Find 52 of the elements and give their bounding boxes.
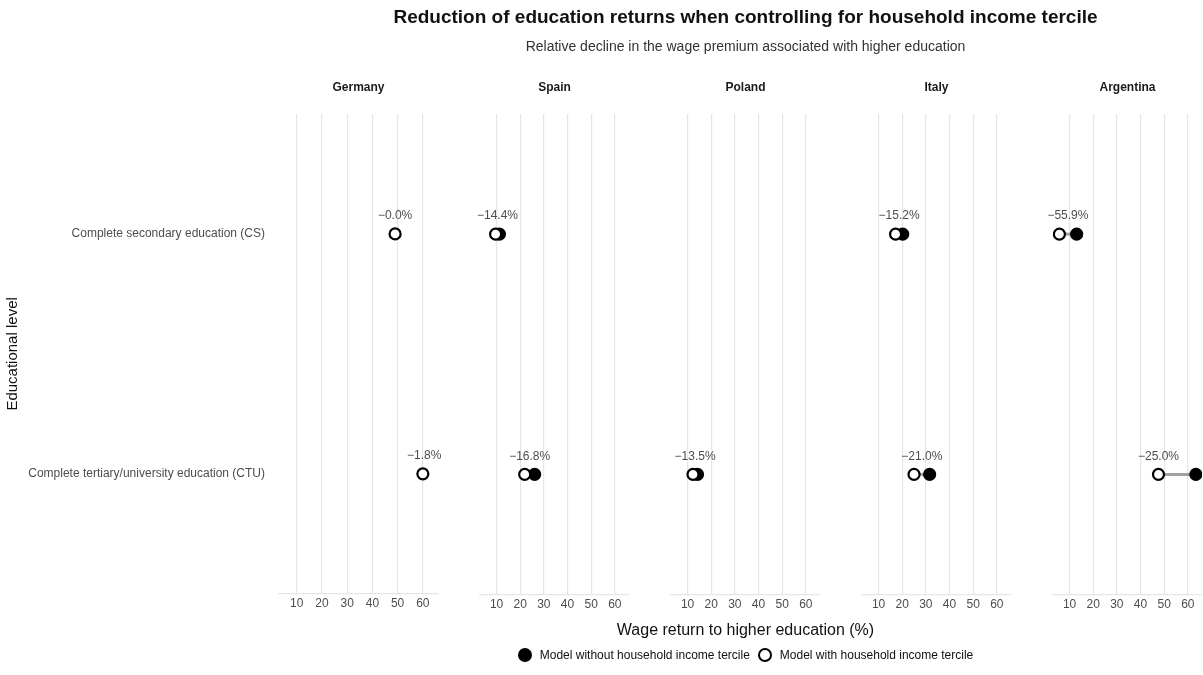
x-tick-label: 40: [942, 597, 957, 612]
annotation: −16.8%: [509, 448, 551, 463]
x-tick-label: 10: [680, 597, 695, 612]
x-tick-label: 10: [289, 596, 304, 611]
annotation: −15.2%: [878, 208, 920, 223]
text: Reduction of education returns when controlling for household income tercile: [392, 5, 1099, 29]
annotation: −0.0%: [377, 208, 413, 223]
x-tick-label: 40: [560, 597, 575, 612]
x-tick-label: 20: [704, 597, 719, 612]
x-tick-label: 10: [489, 597, 504, 612]
x-tick-label: 40: [365, 596, 380, 611]
x-tick-label: 40: [1133, 597, 1148, 612]
y-axis-title: Educational level: [3, 297, 21, 411]
text: Relative decline in the wage premium associated with higher education: [524, 37, 967, 56]
x-axis-title: Wage return to higher education (%): [615, 621, 876, 639]
chart-title: Argentina: [1099, 80, 1156, 95]
x-tick-label: 50: [390, 596, 405, 611]
chart-title: Germany: [332, 80, 385, 95]
x-tick-label: 20: [1086, 597, 1101, 612]
x-tick-label: 50: [775, 597, 790, 612]
annotation: −14.4%: [476, 208, 519, 223]
x-tick-label: 10: [871, 597, 886, 612]
annotation: −1.8%: [406, 448, 442, 463]
x-tick-label: 40: [751, 597, 766, 612]
x-tick-label: 30: [537, 597, 551, 612]
annotation: −25.0%: [1137, 448, 1180, 463]
annotation: −21.0%: [901, 448, 943, 463]
x-tick-label: 20: [895, 597, 910, 612]
x-tick-label: 20: [513, 597, 528, 612]
x-tick-label: 60: [608, 597, 622, 612]
x-tick-label: 30: [1110, 597, 1124, 612]
chart-title: Spain: [538, 80, 571, 95]
y-tick-label: Complete tertiary/university education (CTU): [28, 466, 265, 481]
annotation: −55.9%: [1047, 208, 1089, 223]
x-tick-label: 60: [799, 597, 813, 612]
legend-label: Model with household income tercile: [779, 648, 974, 662]
chart-title: Poland: [725, 80, 766, 95]
chart-title: Italy: [924, 80, 949, 95]
annotation: −13.5%: [674, 448, 716, 463]
y-tick-label: Complete secondary education (CS): [71, 226, 265, 241]
x-tick-label: 50: [966, 597, 981, 612]
x-tick-label: 50: [584, 597, 599, 612]
x-tick-label: 30: [728, 597, 742, 612]
x-tick-label: 10: [1062, 597, 1077, 612]
x-tick-label: 60: [1181, 597, 1195, 612]
x-tick-label: 30: [340, 596, 355, 611]
legend-label: Model without household income tercile: [539, 648, 750, 662]
x-tick-label: 30: [919, 597, 933, 612]
x-tick-label: 60: [416, 596, 430, 611]
x-tick-label: 60: [990, 597, 1004, 612]
x-tick-label: 20: [315, 596, 329, 611]
x-tick-label: 50: [1157, 597, 1172, 612]
